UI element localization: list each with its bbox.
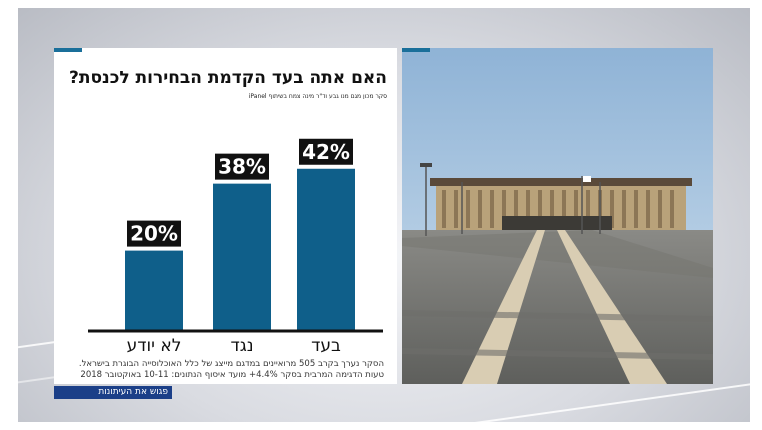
chart-title: האם אתה בעד הקדמת הבחירות לכנסת? bbox=[68, 68, 387, 88]
footnote-line-2: טעות הדגימה המרבית בסקר 4.4%+ מועד איסוף… bbox=[80, 370, 384, 380]
corner-accent bbox=[54, 48, 82, 52]
knesset-building-image bbox=[402, 48, 713, 384]
corner-accent bbox=[402, 48, 430, 52]
value-label-1: 38% bbox=[218, 155, 266, 179]
bar-2 bbox=[297, 168, 355, 331]
value-label-bg-2 bbox=[299, 138, 353, 165]
category-label-2: בעד bbox=[311, 336, 341, 356]
category-label-0: לא יודע bbox=[127, 336, 182, 356]
value-label-bg-1 bbox=[215, 153, 269, 180]
knesset-photo bbox=[402, 48, 713, 384]
footnote: הסקר נערך בקרב 505 מרואיינים במדגם מייצג… bbox=[58, 359, 384, 381]
bar-0 bbox=[125, 250, 183, 331]
source-note: סקר מכון מגם מנו גבע וד"ר מינה צמח בשיתו… bbox=[248, 93, 387, 100]
footnote-line-1: הסקר נערך בקרב 505 מרואיינים במדגם מייצג… bbox=[78, 359, 384, 369]
category-label-1: נגד bbox=[230, 336, 253, 356]
bar-1 bbox=[213, 183, 271, 331]
value-label-0: 20% bbox=[130, 222, 178, 246]
show-ticker: פגוש את העיתונות bbox=[54, 386, 172, 399]
value-label-bg-0 bbox=[127, 220, 181, 247]
value-label-2: 42% bbox=[302, 140, 350, 164]
